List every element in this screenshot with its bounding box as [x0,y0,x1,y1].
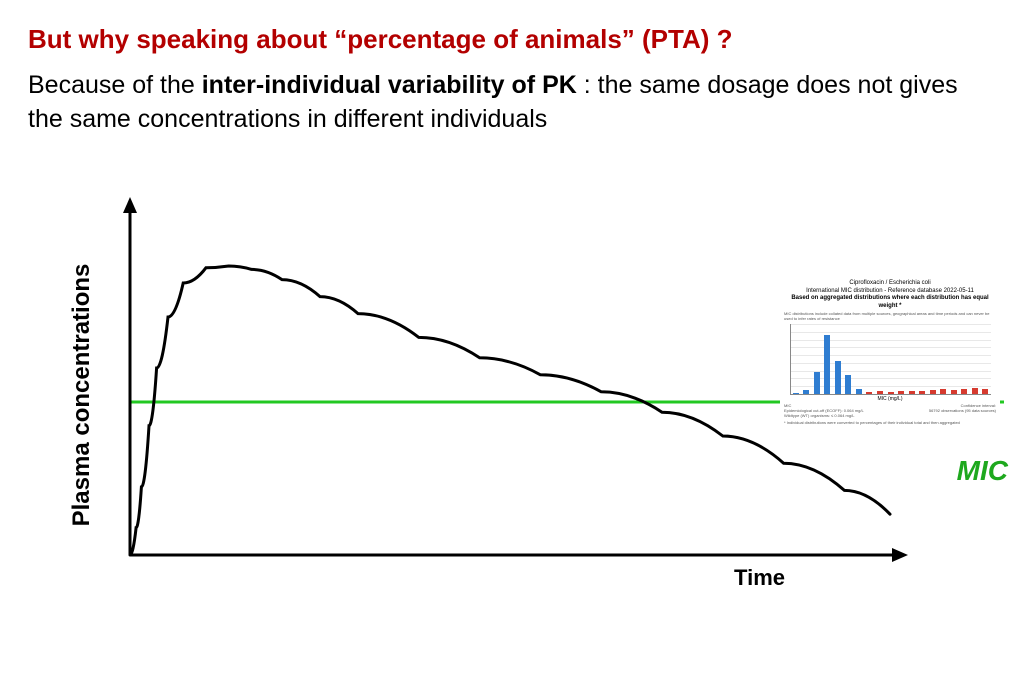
pk-chart: Plasma concentrations Time MIC [110,195,890,595]
slide-subtitle: Because of the inter-individual variabil… [28,69,996,137]
inset-bar [856,389,862,394]
inset-title-3: Based on aggregated distributions where … [784,295,996,310]
inset-foot-right: Confidence interval: 56792 observations … [929,403,996,418]
inset-bar [814,372,820,394]
inset-bar [982,389,988,394]
subtitle-bold: inter-individual variability of PK [202,71,577,99]
slide-root: But why speaking about “percentage of an… [0,0,1024,683]
x-axis-label: Time [734,565,785,591]
inset-title: Ciprofloxacin / Escherichia coli Interna… [780,280,1000,310]
inset-bar [835,361,841,394]
inset-foot-left: MIC Epidemiological cut-off (ECOFF): 0.0… [784,403,864,418]
inset-bar [877,391,883,394]
inset-bar [940,389,946,394]
inset-bar [824,335,830,394]
inset-bar [951,390,957,394]
inset-foot-note: * Individual distributions were converte… [780,419,1000,426]
inset-top-note: MIC distributions include collated data … [780,310,1000,322]
inset-bar [845,375,851,394]
inset-bar [930,390,936,394]
inset-histogram: Ciprofloxacin / Escherichia coli Interna… [780,280,1000,410]
mic-label: MIC [957,455,1008,487]
inset-bars [790,324,991,395]
inset-bar [961,389,967,394]
inset-bar [803,390,809,394]
inset-bar [909,391,915,394]
inset-footer: MIC Epidemiological cut-off (ECOFF): 0.0… [780,402,1000,419]
inset-bar [793,393,799,394]
inset-bar [898,391,904,394]
slide-title: But why speaking about “percentage of an… [28,24,996,55]
inset-bar [972,388,978,394]
inset-title-1: Ciprofloxacin / Escherichia coli [784,280,996,288]
inset-title-2: International MIC distribution - Referen… [784,288,996,296]
inset-bar [888,392,894,394]
inset-bar [866,392,872,394]
subtitle-pre: Because of the [28,71,202,99]
inset-bar [919,391,925,394]
y-axis-label: Plasma concentrations [68,264,96,527]
